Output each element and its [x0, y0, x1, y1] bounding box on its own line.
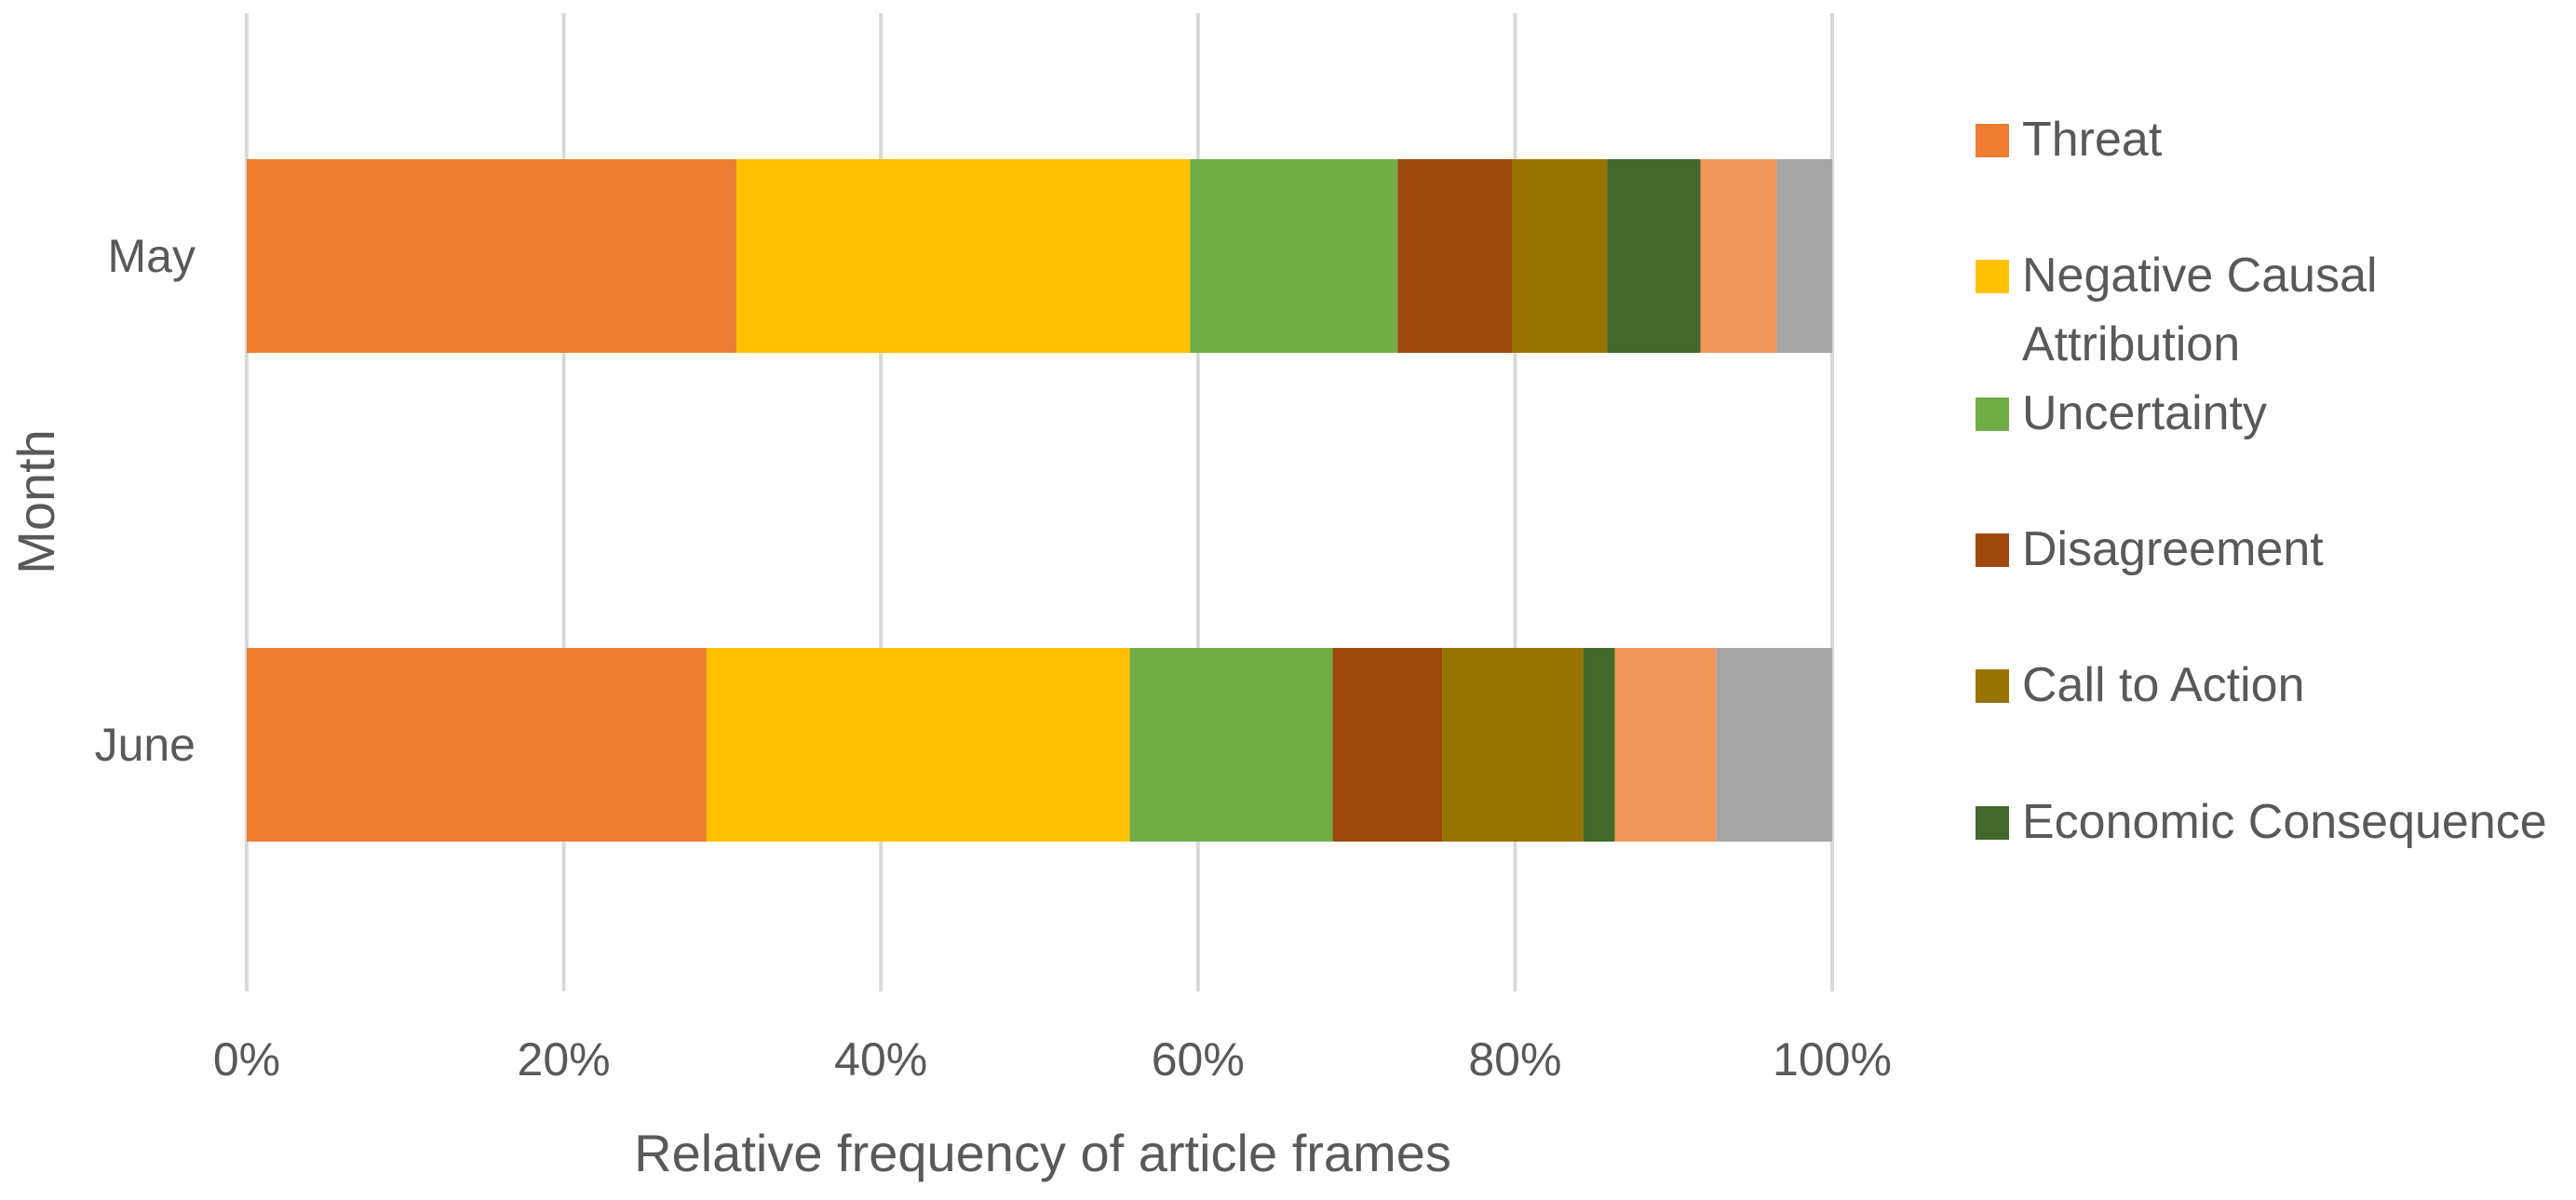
category-labels: May June — [95, 230, 196, 771]
bar-segment — [247, 648, 707, 842]
x-tick-label: 80% — [1468, 1033, 1561, 1085]
bar-segment — [1397, 159, 1512, 353]
bar-segment — [1776, 159, 1832, 353]
x-axis-title: Relative frequency of article frames — [634, 1124, 1451, 1182]
legend-swatch — [1976, 669, 2009, 703]
x-tick-label: 0% — [213, 1033, 280, 1085]
y-axis-title: Month — [7, 429, 65, 574]
legend-swatch — [1976, 398, 2009, 431]
bar-segment — [1511, 159, 1608, 353]
bar-segment — [706, 648, 1130, 842]
bar-segment — [1716, 648, 1832, 842]
bar-segment — [736, 159, 1191, 353]
bar-segment — [1614, 648, 1717, 842]
bar-segment — [1607, 159, 1701, 353]
legend-label: Economic Consequence — [2022, 795, 2547, 849]
legend-label: Call to Action — [2022, 658, 2305, 712]
bar-segment — [1442, 648, 1584, 842]
legend-swatch — [1976, 260, 2009, 293]
legend-label: Threat — [2022, 113, 2163, 167]
category-label: May — [108, 230, 196, 282]
legend-swatch — [1976, 124, 2009, 157]
x-tick-labels: 0% 20% 40% 60% 80% 100% — [213, 1033, 1892, 1085]
bar-segment — [1700, 159, 1777, 353]
bar-segment — [1190, 159, 1398, 353]
bars — [247, 159, 1832, 842]
legend-label: Negative Causal Attribution — [2022, 249, 2378, 371]
legend-swatch — [1976, 806, 2009, 840]
x-tick-label: 100% — [1773, 1033, 1892, 1085]
legend-label: Disagreement — [2022, 522, 2324, 576]
legend-label: Uncertainty — [2022, 386, 2267, 440]
bar-segment — [247, 159, 737, 353]
legend: Threat Negative Causal Attribution Uncertai… — [1976, 113, 2547, 849]
legend-swatch — [1976, 533, 2009, 567]
x-tick-label: 40% — [834, 1033, 927, 1085]
category-label: June — [95, 719, 196, 771]
bar-segment — [1129, 648, 1333, 842]
x-tick-label: 60% — [1152, 1033, 1245, 1085]
bar-segment — [1583, 648, 1615, 842]
x-tick-label: 20% — [518, 1033, 611, 1085]
bar-segment — [1332, 648, 1443, 842]
